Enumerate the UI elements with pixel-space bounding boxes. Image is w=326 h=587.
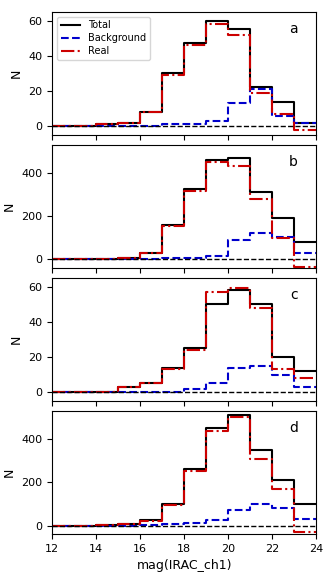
Text: c: c <box>290 288 298 302</box>
Y-axis label: N: N <box>3 202 16 211</box>
Y-axis label: N: N <box>3 468 16 477</box>
X-axis label: mag(IRAC_ch1): mag(IRAC_ch1) <box>137 559 232 572</box>
Text: b: b <box>289 154 298 168</box>
Text: a: a <box>289 22 298 36</box>
Text: d: d <box>289 421 298 435</box>
Legend: Total, Background, Real: Total, Background, Real <box>57 16 150 60</box>
Y-axis label: N: N <box>10 335 23 344</box>
Y-axis label: N: N <box>10 69 23 78</box>
